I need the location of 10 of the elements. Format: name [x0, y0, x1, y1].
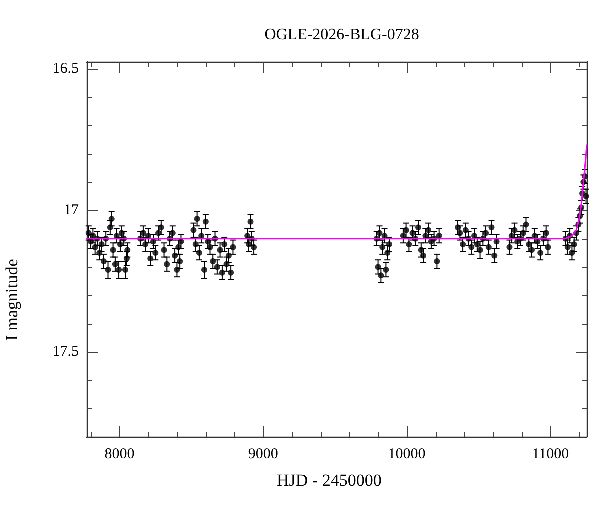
x-tick-label: 10000	[388, 446, 426, 462]
x-axis-title: HJD - 2450000	[277, 471, 382, 490]
y-tick-label: 17	[64, 202, 80, 219]
x-tick-label: 9000	[248, 446, 278, 462]
y-tick-label: 17.5	[52, 344, 79, 360]
x-tick-label: 11000	[532, 446, 570, 462]
y-tick-label: 16.5	[52, 61, 79, 78]
x-tick-label: 8000	[104, 446, 135, 462]
y-axis-title: I magnitude	[2, 259, 22, 341]
chart-title: OGLE-2026-BLG-0728	[264, 26, 420, 44]
